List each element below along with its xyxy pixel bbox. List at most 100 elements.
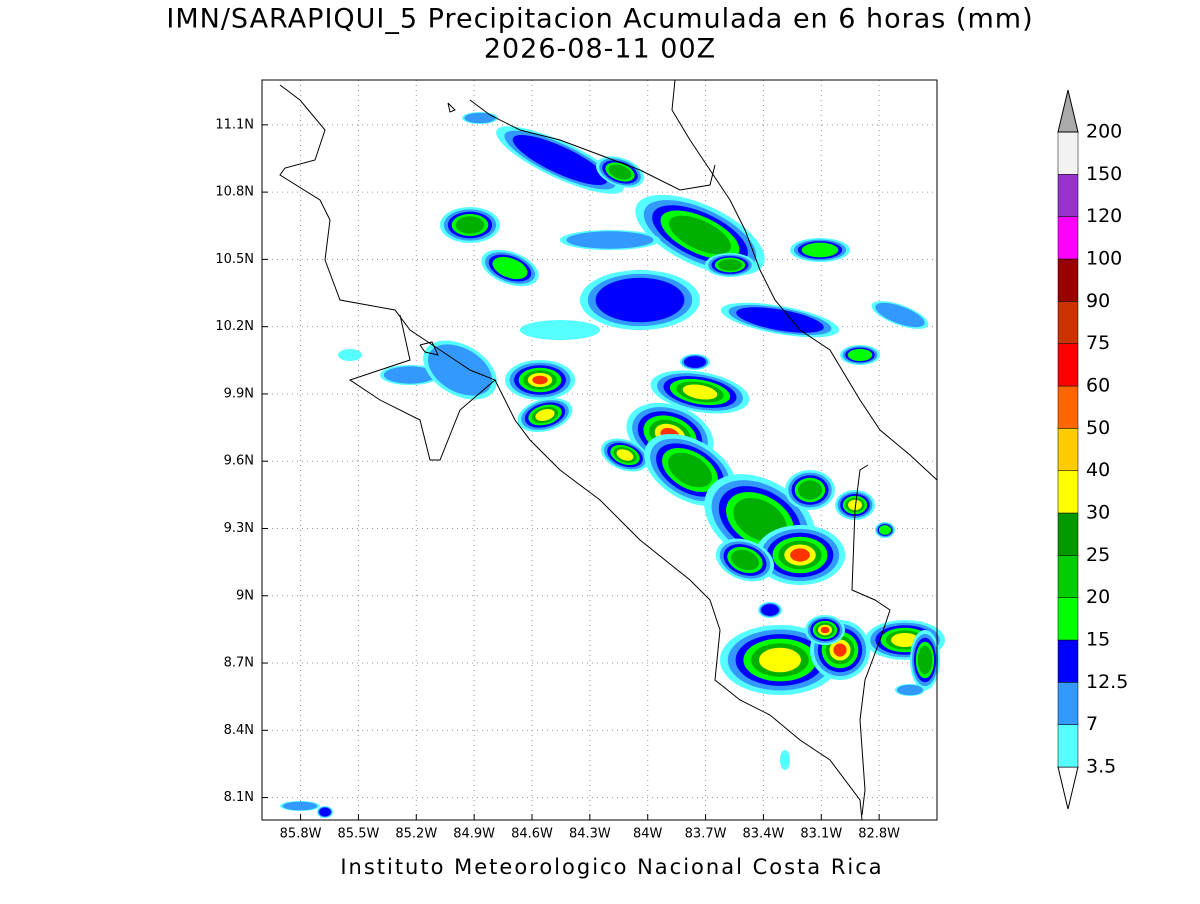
colorbar-label: 75 [1086, 332, 1110, 354]
precip-area [668, 452, 712, 488]
colorbar-label: 25 [1086, 544, 1110, 566]
colorbar-under [1057, 766, 1079, 810]
colorbar-label: 100 [1086, 248, 1122, 270]
x-tick-label: 82.8W [858, 827, 900, 842]
colorbar-segment [1057, 258, 1079, 302]
colorbar-segment [1057, 555, 1079, 598]
coastline [671, 79, 938, 481]
colorbar-label: 120 [1086, 205, 1122, 227]
precip-area [532, 375, 548, 385]
colorbar-segment [1057, 301, 1079, 344]
coastlines [279, 79, 938, 821]
x-tick-label: 85.8W [280, 827, 322, 842]
precip-area [383, 366, 437, 384]
precip-field [280, 112, 945, 818]
colorbar-segment [1057, 470, 1079, 514]
precip-area [891, 633, 919, 647]
precip-area [798, 480, 822, 500]
precip-area [917, 645, 933, 675]
precip-area [820, 626, 830, 634]
y-tick-label: 11.1N [215, 117, 254, 132]
footer: Instituto Meteorologico Nacional Costa R… [340, 855, 883, 879]
coastline [279, 84, 496, 461]
precip-area [790, 548, 810, 562]
y-tick-label: 9.9N [224, 386, 254, 401]
colorbar-segment [1057, 512, 1079, 556]
precip-area [595, 277, 685, 323]
precip-area [780, 750, 790, 770]
y-tick-label: 8.7N [224, 656, 254, 671]
colorbar-segment [1057, 428, 1079, 471]
colorbar-label: 150 [1086, 163, 1122, 185]
precip-area [668, 215, 732, 255]
border [469, 99, 716, 191]
title: IMN/SARAPIQUI_5 Precipitacion Acumulada … [166, 4, 1033, 35]
y-tick-label: 9.6N [224, 454, 254, 469]
y-tick-label: 10.5N [215, 252, 254, 267]
precip-area [566, 231, 654, 249]
x-tick-label: 85.5W [338, 827, 380, 842]
map: 85.8W 85.5W 85.2W 84.9W 84.6W 84.3W 84W 83.7W 83… [215, 79, 945, 842]
colorbar-label: 3.5 [1086, 756, 1116, 778]
precip-area [319, 807, 331, 817]
colorbar-label: 20 [1086, 586, 1110, 608]
colorbar-segment [1057, 174, 1079, 217]
map-frame [261, 79, 938, 821]
x-tick-label: 85.2W [395, 827, 437, 842]
colorbar-label: 60 [1086, 375, 1110, 397]
subtitle: 2026-08-11 00Z [484, 34, 716, 65]
y-tick-label: 8.1N [224, 790, 254, 805]
precip-area [896, 684, 924, 696]
precip-area [833, 643, 847, 657]
precip-area [848, 499, 862, 511]
colorbar-segment [1057, 724, 1079, 768]
precip-area [683, 356, 707, 368]
y-tick-label: 9.3N [224, 521, 254, 536]
colorbar-label: 50 [1086, 417, 1110, 439]
x-tick-label: 84.6W [511, 827, 553, 842]
precip-area [427, 344, 493, 396]
colorbar: 3.5 7 12.5 15 20 25 30 40 50 60 75 90 100 120 150 200 [1057, 89, 1128, 810]
colorbar-label: 12.5 [1086, 671, 1128, 693]
x-tick-label: 83.7W [685, 827, 727, 842]
precip-area [682, 384, 718, 400]
precip-area [878, 525, 892, 535]
axis-ticks: 85.8W 85.5W 85.2W 84.9W 84.6W 84.3W 84W 83.7W 83… [215, 117, 900, 841]
y-tick-label: 10.8N [215, 185, 254, 200]
x-tick-label: 84W [633, 827, 663, 842]
precip-area [718, 259, 742, 271]
coastline [419, 341, 439, 356]
colorbar-segment [1057, 131, 1079, 175]
precip-area [282, 801, 318, 811]
precip-area [759, 647, 801, 673]
colorbar-segment [1057, 343, 1079, 387]
precip-area [761, 604, 779, 616]
precip-area [608, 164, 632, 180]
x-tick-label: 83.1W [800, 827, 842, 842]
precip-area [338, 349, 362, 361]
border [851, 464, 891, 816]
precip-area [464, 112, 496, 124]
colorbar-label: 15 [1086, 629, 1110, 651]
colorbar-label: 90 [1086, 290, 1110, 312]
colorbar-label: 40 [1086, 459, 1110, 481]
precip-area [731, 549, 759, 571]
coastline [494, 379, 863, 821]
precip-area [736, 307, 824, 333]
precip-area [535, 409, 555, 421]
y-tick-label: 10.2N [215, 319, 254, 334]
precip-area [847, 348, 873, 362]
colorbar-segment [1057, 682, 1079, 725]
precip-area [616, 449, 634, 461]
x-tick-label: 84.9W [453, 827, 495, 842]
colorbar-segment [1057, 597, 1079, 641]
colorbar-label: 30 [1086, 502, 1110, 524]
x-tick-label: 83.4W [743, 827, 785, 842]
y-tick-label: 8.4N [224, 723, 254, 738]
colorbar-label: 7 [1086, 713, 1098, 735]
precip-area [492, 256, 528, 280]
precip-area [520, 320, 600, 340]
colorbar-label: 200 [1086, 121, 1122, 143]
precip-area [801, 242, 839, 258]
